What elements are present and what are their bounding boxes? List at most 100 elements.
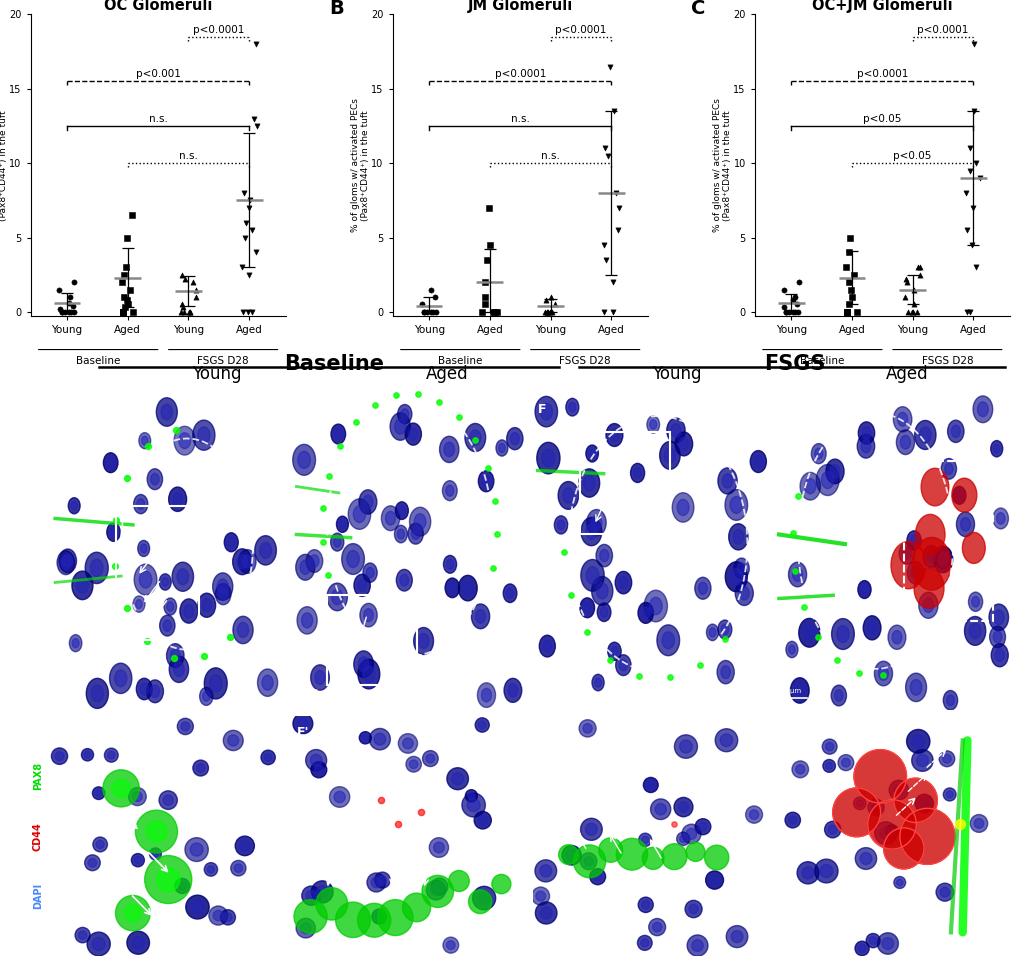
Circle shape (914, 420, 935, 449)
Circle shape (535, 902, 556, 924)
Circle shape (893, 407, 911, 432)
Circle shape (255, 536, 276, 565)
Circle shape (595, 545, 612, 567)
Circle shape (798, 618, 819, 647)
Text: F': F' (537, 726, 549, 739)
Circle shape (972, 396, 991, 423)
Circle shape (434, 882, 443, 892)
Circle shape (411, 528, 420, 539)
Point (60, 296, 76, 311)
Circle shape (369, 728, 390, 750)
Circle shape (605, 423, 623, 446)
Circle shape (556, 520, 565, 530)
Point (838, 260, 854, 275)
Circle shape (704, 845, 729, 870)
Circle shape (663, 448, 675, 463)
Circle shape (918, 799, 928, 809)
Circle shape (913, 568, 944, 609)
Circle shape (674, 735, 697, 758)
Circle shape (947, 420, 963, 442)
Text: Young: Young (192, 365, 242, 383)
Circle shape (706, 624, 718, 640)
Circle shape (788, 815, 796, 824)
Circle shape (132, 596, 145, 612)
Circle shape (362, 734, 368, 741)
Point (840, 297, 856, 312)
Circle shape (720, 624, 728, 635)
Circle shape (336, 516, 348, 532)
Circle shape (232, 616, 253, 643)
Circle shape (232, 549, 252, 575)
Point (62, 304, 78, 320)
Circle shape (163, 620, 171, 632)
Circle shape (409, 760, 418, 769)
Circle shape (676, 832, 689, 845)
Circle shape (825, 459, 844, 484)
Circle shape (918, 427, 930, 443)
Circle shape (659, 441, 680, 469)
Circle shape (243, 554, 252, 568)
Circle shape (952, 487, 965, 504)
Point (239, 304, 256, 320)
Circle shape (882, 828, 923, 868)
Point (60, 304, 76, 320)
Circle shape (830, 618, 854, 649)
Point (118, 293, 135, 308)
Circle shape (911, 537, 950, 590)
Circle shape (698, 582, 706, 594)
Circle shape (310, 754, 322, 766)
Point (124, 208, 141, 223)
Circle shape (946, 791, 953, 798)
Circle shape (649, 420, 656, 429)
Point (971, 170, 987, 185)
Circle shape (329, 786, 350, 808)
Circle shape (857, 945, 865, 952)
Circle shape (209, 675, 222, 692)
Point (790, 274, 806, 290)
Circle shape (167, 602, 173, 611)
Circle shape (610, 646, 618, 656)
Circle shape (147, 469, 162, 490)
Circle shape (339, 520, 345, 528)
Circle shape (209, 906, 227, 925)
Circle shape (588, 449, 595, 458)
Circle shape (893, 784, 903, 795)
Circle shape (593, 872, 601, 881)
Point (596, 238, 612, 253)
Point (64, 298, 81, 314)
Point (965, 37, 981, 52)
Circle shape (137, 678, 152, 699)
Point (478, 252, 494, 268)
Circle shape (107, 752, 115, 759)
Circle shape (630, 464, 644, 482)
Point (413, 805, 429, 820)
Circle shape (177, 719, 194, 734)
Circle shape (941, 459, 956, 479)
Point (786, 289, 802, 304)
Point (234, 304, 251, 320)
Circle shape (359, 731, 371, 744)
Point (115, 304, 131, 320)
Circle shape (462, 793, 485, 817)
Circle shape (358, 657, 369, 671)
Circle shape (910, 566, 919, 579)
Circle shape (472, 887, 495, 910)
Circle shape (909, 535, 917, 546)
Point (389, 816, 406, 832)
Circle shape (534, 860, 556, 882)
Circle shape (877, 667, 888, 680)
Circle shape (126, 931, 150, 954)
Circle shape (400, 409, 409, 419)
Circle shape (934, 547, 951, 569)
Circle shape (341, 544, 364, 575)
Circle shape (139, 433, 151, 449)
Circle shape (442, 481, 457, 500)
Circle shape (990, 643, 1007, 667)
Circle shape (716, 661, 734, 684)
Point (828, 652, 845, 668)
Circle shape (810, 443, 825, 464)
Circle shape (166, 643, 183, 668)
Point (540, 304, 556, 320)
Point (839, 304, 855, 320)
Circle shape (674, 797, 692, 816)
